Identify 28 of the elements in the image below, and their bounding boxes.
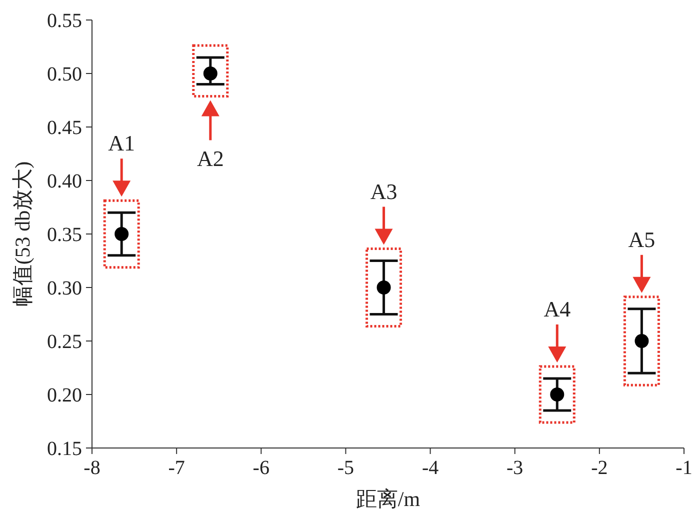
point bbox=[550, 388, 564, 402]
y-tick-label: 0.30 bbox=[47, 278, 82, 300]
x-tick-label: -4 bbox=[422, 457, 439, 480]
point bbox=[376, 280, 391, 294]
point bbox=[634, 334, 649, 348]
y-tick-label: 0.45 bbox=[47, 117, 82, 140]
x-tick-label: -2 bbox=[591, 457, 608, 480]
y-tick-label: 0.50 bbox=[47, 64, 82, 86]
x-tick-label: -8 bbox=[84, 457, 100, 480]
annotation: A2 bbox=[196, 146, 224, 172]
y-tick-label: 0.20 bbox=[47, 384, 82, 407]
annotation: A4 bbox=[544, 296, 571, 322]
annotation: A1 bbox=[108, 130, 136, 156]
y-tick-label: 0.55 bbox=[47, 10, 82, 32]
x-tick-label: -5 bbox=[337, 457, 354, 480]
y-tick-label: 0.40 bbox=[47, 170, 82, 193]
x-tick-label: -3 bbox=[506, 457, 524, 480]
x-tick-label: -6 bbox=[252, 457, 270, 480]
x-tick-label: -1 bbox=[676, 457, 692, 480]
annotation: A5 bbox=[628, 226, 656, 252]
y-tick-label: 0.25 bbox=[47, 331, 82, 354]
y-axis-title: 幅值(53 db放大) bbox=[10, 161, 34, 307]
point bbox=[114, 227, 129, 241]
x-tick-label: -7 bbox=[168, 457, 185, 480]
y-tick-label: 0.15 bbox=[47, 438, 82, 460]
annotation: A3 bbox=[370, 178, 398, 204]
y-tick-label: 0.35 bbox=[47, 224, 82, 246]
x-axis-title: 距离/m bbox=[356, 487, 420, 511]
